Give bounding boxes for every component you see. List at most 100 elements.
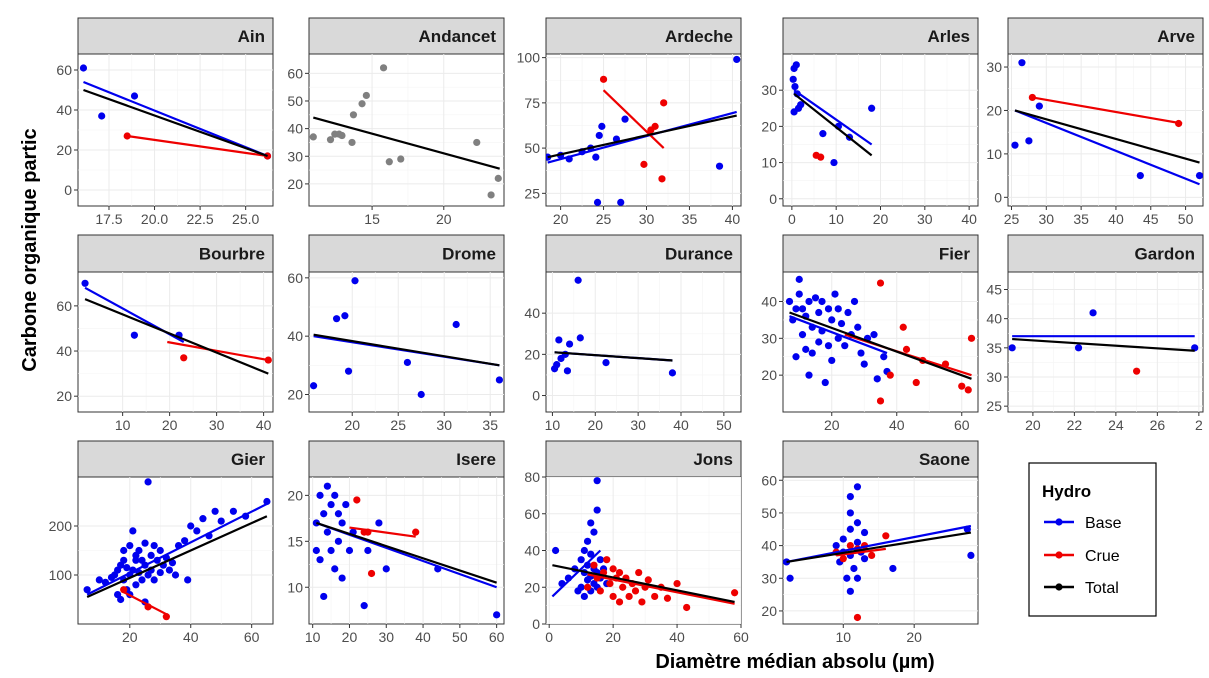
y-tick-label: 30 — [761, 82, 777, 98]
legend-title: Hydro — [1042, 482, 1091, 501]
point-base — [117, 595, 125, 604]
point-base — [171, 571, 180, 579]
point-base — [595, 131, 603, 140]
y-tick-label: 40 — [287, 121, 303, 137]
x-tick-label: 35 — [1073, 211, 1089, 227]
x-tick-label: 40 — [889, 417, 905, 433]
gridlines-ain — [78, 54, 273, 206]
point-unclassified — [338, 131, 346, 140]
x-tick-label: 20 — [824, 417, 840, 433]
x-tick-label: 35 — [682, 211, 698, 227]
point-base — [834, 305, 842, 313]
x-tick-label: 30 — [378, 629, 394, 645]
y-tick-label: 15 — [287, 533, 303, 549]
point-base — [156, 546, 164, 555]
point-base — [846, 587, 854, 595]
point-base — [590, 528, 598, 536]
x-tick-label: 35 — [482, 417, 498, 433]
point-base — [130, 331, 138, 339]
point-base — [332, 315, 341, 323]
point-base — [81, 279, 89, 287]
fit-line-crue — [127, 134, 268, 158]
legend: Hydro Base Crue Total — [1028, 462, 1157, 617]
y-tick-label: 100 — [517, 50, 541, 66]
point-base — [1011, 141, 1019, 149]
point-base — [880, 353, 888, 361]
point-base — [832, 542, 840, 550]
point-base — [129, 527, 137, 535]
point-crue — [912, 378, 920, 387]
gridlines-durance — [546, 272, 741, 412]
y-tick-label: 60 — [56, 62, 72, 78]
y-tick-label: 20 — [761, 603, 777, 619]
point-base — [331, 491, 339, 499]
point-base — [621, 115, 629, 123]
point-base — [828, 316, 836, 324]
x-tick-label: 30 — [1039, 211, 1055, 227]
point-base — [733, 55, 741, 64]
panel-ardeche: Ardeche 20 25 30 35 40 25 50 75 100 — [517, 17, 742, 227]
data-layer-fier — [785, 275, 976, 405]
point-base — [351, 277, 359, 285]
point-base — [580, 592, 588, 601]
y-tick-label: 0 — [64, 182, 72, 198]
strip-isere — [308, 440, 505, 478]
point-base — [786, 574, 794, 582]
x-tick-label: 60 — [489, 629, 505, 645]
point-base — [309, 382, 318, 390]
point-base — [316, 491, 324, 499]
point-base — [1089, 309, 1097, 317]
strip-label-ain: Ain — [238, 27, 265, 46]
point-base — [1025, 137, 1033, 145]
strip-label-gardon: Gardon — [1135, 245, 1195, 264]
point-crue — [673, 579, 681, 588]
point-base — [98, 112, 106, 120]
point-crue — [660, 99, 668, 107]
point-base — [837, 319, 846, 328]
point-base — [593, 506, 601, 514]
x-tick-label: 20 — [162, 417, 178, 433]
point-crue — [902, 345, 911, 353]
point-base — [797, 101, 805, 109]
point-base — [802, 345, 810, 353]
point-crue — [882, 532, 890, 540]
y-tick-label: 60 — [287, 270, 303, 286]
point-base — [165, 566, 174, 574]
point-base — [792, 61, 800, 69]
point-base — [403, 358, 412, 367]
point-base — [834, 334, 842, 342]
point-base — [853, 519, 862, 527]
point-base — [120, 546, 128, 555]
x-tick-label: 20 — [1025, 417, 1041, 433]
point-base — [819, 130, 827, 138]
point-base — [715, 162, 724, 170]
point-base — [587, 550, 595, 558]
point-base — [199, 515, 207, 523]
point-base — [821, 378, 829, 387]
point-base — [229, 507, 237, 515]
x-tick-label: 30 — [209, 417, 225, 433]
x-tick-label: 22.5 — [186, 211, 213, 227]
point-base — [83, 586, 91, 594]
point-base — [132, 581, 140, 589]
point-unclassified — [379, 64, 388, 72]
x-tick-label: 40 — [183, 629, 199, 645]
point-crue — [596, 587, 604, 595]
point-crue — [353, 496, 361, 504]
y-tick-label: 30 — [761, 330, 777, 346]
strip-label-arles: Arles — [927, 27, 970, 46]
x-tick-label: 40 — [673, 417, 689, 433]
fit-line-base — [789, 315, 888, 355]
x-tick-label: 40 — [256, 417, 272, 433]
y-tick-label: 25 — [986, 398, 1002, 414]
x-tick-label: 30 — [639, 211, 655, 227]
y-axis-title: Carbone organique partic — [19, 128, 41, 371]
strip-label-jons: Jons — [693, 450, 733, 469]
panel-fier: Fier 20 40 60 20 30 40 — [761, 234, 979, 433]
y-tick-label: 40 — [56, 102, 72, 118]
point-base — [577, 583, 585, 591]
x-tick-label: 30 — [630, 417, 646, 433]
point-crue — [609, 592, 617, 601]
fit-line-total — [786, 531, 972, 564]
y-tick-label: 60 — [524, 506, 540, 522]
